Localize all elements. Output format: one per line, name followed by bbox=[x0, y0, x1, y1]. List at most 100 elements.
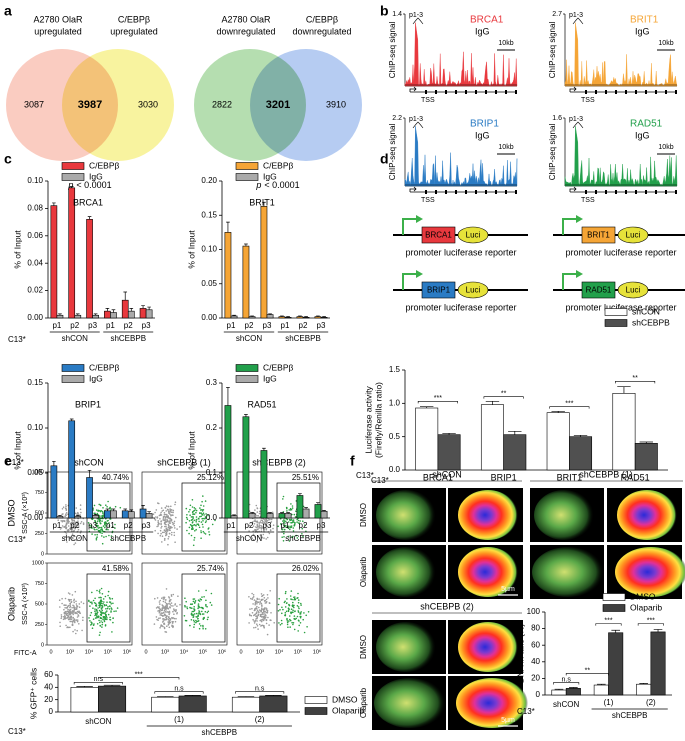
event-dot bbox=[162, 600, 165, 603]
event-dot bbox=[163, 596, 166, 599]
event-dot bbox=[284, 614, 287, 617]
gene-box bbox=[421, 281, 456, 299]
event-dot bbox=[59, 606, 61, 608]
event-dot bbox=[67, 618, 70, 621]
event-dot bbox=[111, 631, 113, 633]
event-dot bbox=[285, 590, 287, 593]
bar bbox=[139, 508, 147, 519]
event-dot bbox=[288, 608, 290, 610]
promoter-arrow bbox=[562, 218, 577, 235]
event-dot bbox=[260, 593, 263, 595]
event-dot bbox=[70, 610, 72, 613]
event-dot bbox=[295, 534, 298, 537]
exon bbox=[515, 190, 517, 194]
event-dot bbox=[99, 599, 102, 602]
event-dot bbox=[184, 597, 186, 599]
event-dot bbox=[157, 520, 159, 522]
event-dot bbox=[191, 603, 193, 606]
event-dot bbox=[100, 604, 102, 607]
event-dot bbox=[111, 597, 114, 600]
event-dot bbox=[96, 613, 98, 615]
event-dot bbox=[272, 524, 275, 526]
event-dot bbox=[287, 525, 290, 528]
event-dot bbox=[281, 606, 283, 609]
event-dot bbox=[269, 529, 272, 532]
event-dot bbox=[78, 611, 81, 613]
event-dot bbox=[65, 512, 68, 514]
bar bbox=[278, 316, 286, 319]
gene-label: RAD51 bbox=[586, 286, 612, 295]
event-dot bbox=[289, 615, 291, 617]
event-dot bbox=[73, 599, 75, 602]
group-label: shCEBPB bbox=[285, 334, 321, 343]
event-dot bbox=[289, 619, 292, 622]
event-dot bbox=[161, 541, 163, 543]
event-dot bbox=[193, 613, 196, 615]
event-dot bbox=[248, 622, 250, 624]
event-dot bbox=[304, 524, 306, 526]
x-tick-label: shCON bbox=[553, 700, 579, 709]
event-dot bbox=[261, 519, 264, 522]
event-dot bbox=[165, 510, 167, 512]
event-dot bbox=[258, 512, 261, 515]
promoter-bracket bbox=[572, 121, 584, 129]
event-dot bbox=[63, 611, 66, 614]
comet-heatmap bbox=[615, 547, 685, 597]
y-tick-label: 750 bbox=[35, 581, 44, 587]
event-dot bbox=[202, 509, 205, 511]
legend-label: IgG bbox=[89, 171, 103, 181]
event-dot bbox=[67, 610, 70, 613]
event-dot bbox=[258, 521, 260, 524]
event-dot bbox=[268, 532, 271, 535]
event-dot bbox=[185, 516, 188, 519]
y-tick-label: 2.2 bbox=[392, 115, 402, 122]
event-dot bbox=[256, 620, 258, 622]
event-dot bbox=[60, 527, 63, 529]
event-dot bbox=[284, 600, 286, 603]
event-dot bbox=[195, 528, 197, 531]
event-dot bbox=[254, 620, 256, 623]
event-dot bbox=[200, 625, 202, 627]
event-dot bbox=[204, 516, 207, 518]
event-dot bbox=[59, 528, 62, 530]
x-tick-label: 10³ bbox=[161, 649, 169, 655]
event-dot bbox=[297, 597, 299, 599]
error-bar bbox=[250, 512, 254, 514]
event-dot bbox=[76, 612, 78, 615]
legend-label: DMSO bbox=[332, 694, 358, 704]
legend-label: IgG bbox=[263, 373, 277, 383]
event-dot bbox=[200, 521, 203, 523]
error-bar bbox=[485, 400, 500, 405]
event-dot bbox=[154, 529, 156, 532]
event-dot bbox=[165, 607, 167, 610]
condition-label: C13* bbox=[517, 707, 535, 716]
event-dot bbox=[167, 526, 170, 529]
event-dot bbox=[272, 527, 274, 530]
event-dot bbox=[282, 498, 284, 500]
plot-frame bbox=[141, 562, 228, 646]
event-dot bbox=[81, 629, 83, 632]
event-dot bbox=[291, 621, 293, 624]
event-dot bbox=[185, 521, 187, 524]
y-tick-label: 0.3 bbox=[206, 378, 218, 387]
event-dot bbox=[174, 527, 176, 529]
event-dot bbox=[108, 525, 111, 527]
event-dot bbox=[161, 525, 163, 528]
event-dot bbox=[94, 617, 97, 619]
event-dot bbox=[260, 620, 263, 623]
error-bar bbox=[105, 308, 110, 312]
event-dot bbox=[164, 525, 166, 528]
event-dot bbox=[270, 518, 273, 521]
event-dot bbox=[210, 604, 213, 606]
event-dot bbox=[286, 602, 288, 604]
event-dot bbox=[173, 522, 175, 525]
significance-label: *** bbox=[434, 395, 442, 402]
chart-title: BRIT1 bbox=[249, 197, 275, 207]
event-dot bbox=[266, 633, 269, 636]
significance-bracket bbox=[595, 623, 622, 626]
event-dot bbox=[195, 511, 197, 514]
event-dot bbox=[300, 611, 303, 613]
p-symbol: p bbox=[255, 180, 261, 190]
event-dot bbox=[261, 616, 263, 618]
event-dot bbox=[175, 617, 177, 620]
